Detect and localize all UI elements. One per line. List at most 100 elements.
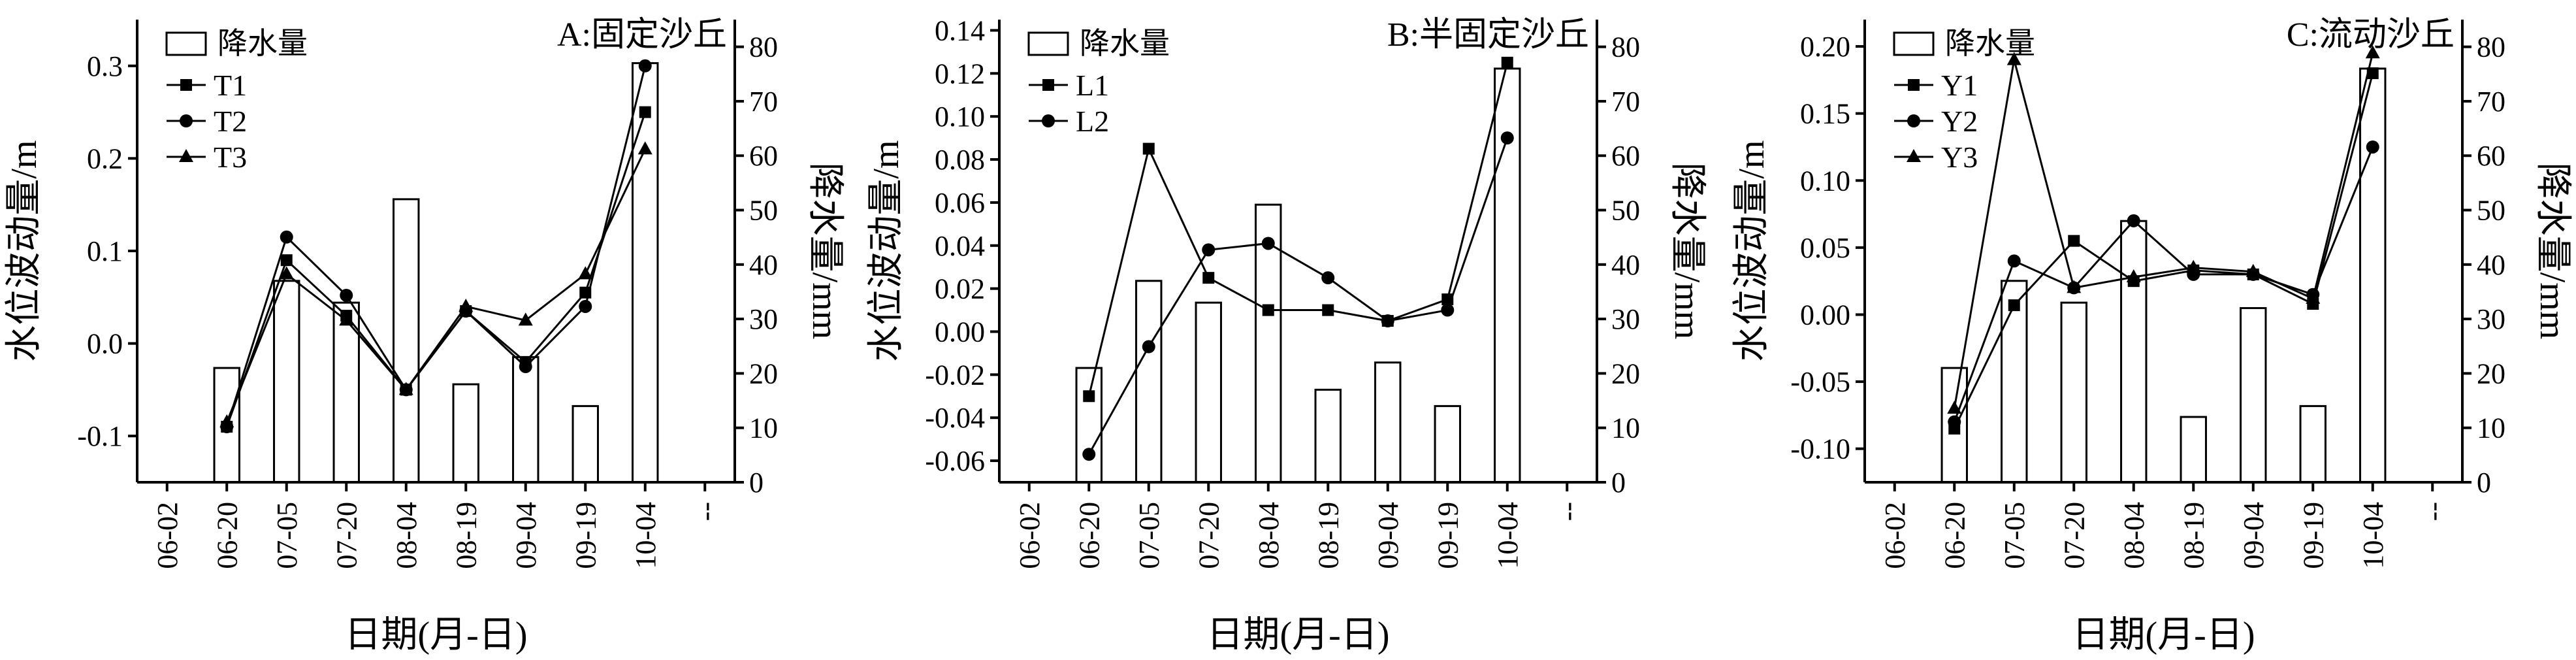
data-point-L1: [1083, 390, 1095, 403]
y2-tick-label: 50: [1611, 195, 1640, 227]
x-tick-label: 09-19: [570, 502, 602, 569]
y-tick-label: -0.02: [925, 359, 985, 391]
y2-tick-label: 60: [1611, 140, 1640, 172]
x-tick-label: 07-05: [1133, 502, 1165, 569]
legend-marker: [1042, 114, 1055, 127]
y-tick-label: -0.04: [925, 402, 985, 434]
y-tick-label: 0.1: [87, 235, 123, 267]
data-point-T3: [518, 312, 533, 326]
precip-bar: [2120, 220, 2148, 484]
legend-label: T1: [214, 69, 247, 102]
legend-swatch-precip: [1027, 31, 1069, 56]
x-tick-label: 09-04: [2238, 502, 2270, 569]
data-point-Y2: [2366, 140, 2379, 154]
data-point-T2: [280, 230, 293, 244]
y-tick-label: -0.10: [1790, 433, 1850, 465]
y-tick-label: 0.02: [935, 273, 985, 305]
legend-marker: [180, 114, 193, 127]
y-tick-label: 0.2: [87, 142, 123, 174]
y-tick-label: 0.10: [1800, 165, 1850, 197]
precip-bar: [1494, 67, 1521, 484]
y-axis-label: 水位波动量/m: [4, 140, 44, 361]
legend-label: 降水量: [1945, 27, 2035, 60]
series-line-Y3: [1953, 52, 2374, 409]
x-tick-label: 09-19: [1432, 502, 1464, 569]
data-point-L2: [1261, 237, 1275, 250]
data-point-T3: [578, 266, 593, 280]
x-axis-label: 日期(月-日): [2072, 615, 2255, 655]
data-point-Y3: [2067, 280, 2082, 293]
data-point-Y3: [1947, 401, 1962, 414]
data-point-Y1: [2366, 67, 2379, 80]
legend-label: Y2: [1941, 105, 1978, 138]
data-point-L2: [1082, 448, 1096, 461]
y2-tick-label: 40: [2477, 249, 2505, 281]
y2-tick-label: 50: [2477, 195, 2505, 227]
data-point-L2: [1441, 303, 1455, 317]
y-tick-label: 0.14: [935, 14, 985, 46]
y-tick-label: -0.1: [77, 420, 123, 452]
precip-bar: [2299, 404, 2326, 484]
y-tick-label: 0.06: [935, 187, 985, 219]
legend-marker: [179, 149, 193, 162]
y2-tick-label: 30: [749, 303, 778, 335]
series-line-Y2: [1953, 146, 2374, 423]
precip-bar: [1434, 404, 1461, 484]
legend-label: L1: [1076, 69, 1109, 102]
x-tick-label: --: [1551, 502, 1583, 521]
data-point-L2: [1500, 131, 1514, 145]
y2-tick-label: 0: [1611, 467, 1626, 499]
y-tick-label: 0.00: [1800, 299, 1850, 331]
legend-marker: [1042, 79, 1054, 91]
data-point-T3: [219, 414, 234, 427]
x-tick-label: 07-05: [271, 502, 303, 569]
precip-bar: [2060, 301, 2087, 484]
precip-bar: [632, 62, 659, 484]
precip-bar: [2359, 67, 2387, 484]
y2-tick-label: 40: [749, 249, 778, 281]
data-point-T2: [638, 59, 652, 73]
x-tick-label: 08-04: [2118, 502, 2150, 569]
data-point-L1: [1501, 56, 1513, 69]
legend-label: T2: [214, 105, 247, 138]
data-point-L1: [1322, 304, 1334, 316]
data-point-T2: [519, 360, 532, 373]
data-point-Y3: [2126, 269, 2141, 283]
y2-axis-label: 降水量/mm: [805, 163, 845, 340]
data-point-L2: [1142, 340, 1155, 354]
x-tick-label: 10-04: [2357, 502, 2389, 569]
y2-tick-label: 80: [1611, 31, 1640, 63]
legend-label: Y3: [1941, 140, 1978, 174]
data-point-T3: [459, 298, 474, 312]
x-tick-label: --: [2417, 502, 2449, 521]
x-tick-label: 06-02: [1879, 502, 1911, 569]
data-point-T2: [340, 288, 353, 302]
x-tick-label: 06-20: [211, 502, 243, 569]
legend-label: T3: [214, 140, 247, 174]
legend-label: 降水量: [217, 27, 308, 60]
data-point-Y3: [2006, 52, 2021, 65]
y2-tick-label: 0: [749, 467, 764, 499]
y2-tick-label: 60: [2477, 140, 2505, 172]
data-point-Y3: [2186, 259, 2201, 273]
precip-bar: [1374, 361, 1402, 484]
y-tick-label: 0.0: [87, 328, 123, 360]
y-tick-label: 0.05: [1800, 232, 1850, 264]
data-point-T3: [637, 141, 652, 155]
x-axis-label: 日期(月-日): [345, 615, 528, 655]
y-tick-label: 0.04: [935, 230, 985, 262]
x-tick-label: 09-04: [1372, 502, 1404, 569]
precip-bar: [273, 280, 300, 484]
y2-tick-label: 10: [749, 412, 778, 444]
precip-bar: [1195, 301, 1222, 484]
data-point-T3: [279, 266, 294, 280]
chart-panel-3: -0.10 -0.05 0.00 0.05 0.10 0.15 0.20 0 10 20 30 40 5…: [1731, 16, 2573, 655]
data-point-Y3: [2365, 45, 2380, 59]
y2-tick-label: 20: [749, 357, 778, 389]
legend-marker: [180, 79, 192, 91]
legend-label: L2: [1076, 105, 1109, 138]
data-point-Y2: [1948, 415, 1961, 429]
data-point-L2: [1321, 271, 1335, 285]
series-line-L1: [1087, 62, 1509, 397]
